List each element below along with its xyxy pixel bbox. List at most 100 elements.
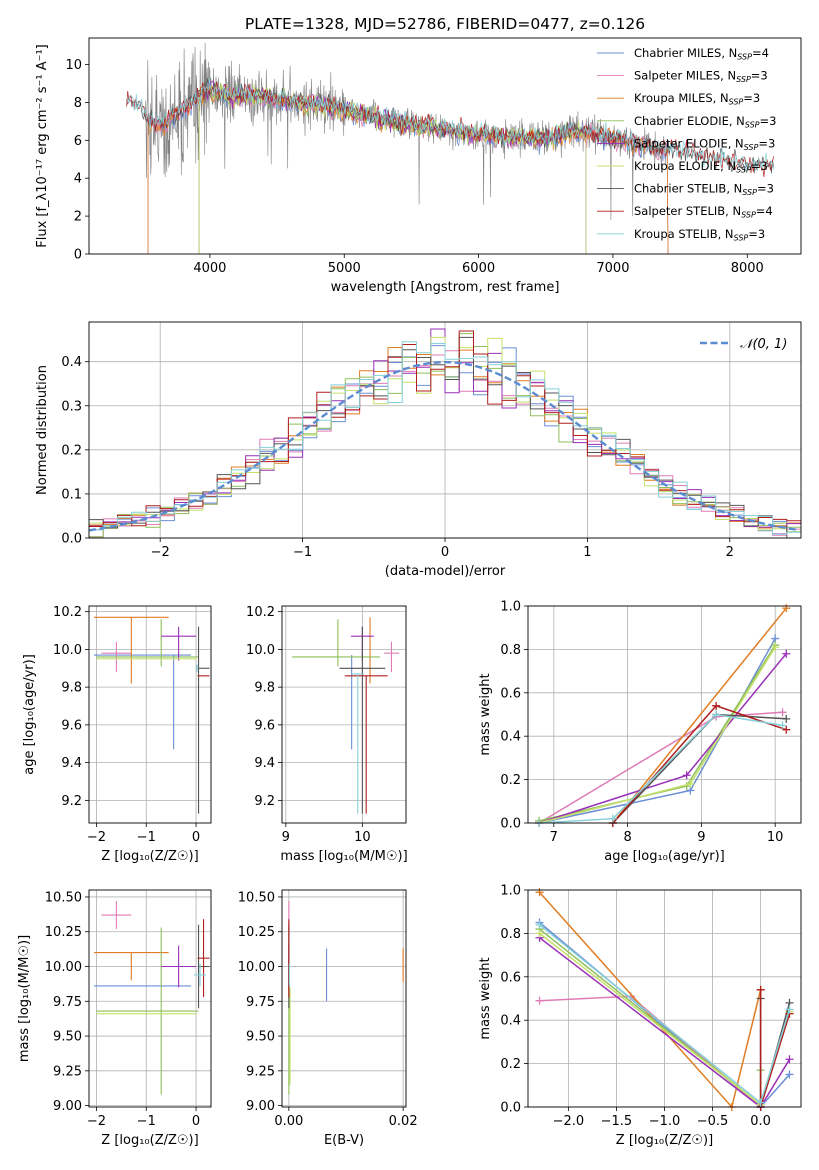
weight-marker-salpeter_stelib: [712, 701, 721, 710]
x-tick-label: 0.0: [750, 1114, 771, 1129]
weight-marker-salpeter_elodie: [782, 649, 791, 658]
y-tick-label: 10.25: [45, 925, 82, 940]
weight-marker-kroupa_stelib: [756, 1098, 765, 1107]
y-tick-label: 0.1: [61, 487, 82, 502]
x-tick-label: −1: [293, 545, 312, 560]
y-tick-label: 10.2: [53, 605, 82, 620]
weight-marker-salpeter_stelib: [756, 985, 765, 994]
legend-label: Salpeter MILES, NSSP=3: [634, 69, 768, 85]
y-tick-label: 9.2: [61, 794, 82, 809]
x-tick-label: 2: [726, 545, 734, 560]
axes-frame: [527, 605, 802, 824]
mass-vs-z-axes: −2 −1 0 9.00 9.25 9.50 9.75 10.00 10.25 10.50 Z [l…: [17, 889, 212, 1148]
y-tick-label: 2: [74, 210, 82, 225]
model-spectrum-kroupa_stelib: [126, 77, 774, 171]
x-tick-label: −1.0: [649, 1114, 681, 1129]
x-tick-label: 6000: [462, 261, 495, 276]
y-tick-label: 9.50: [246, 1030, 275, 1045]
y-tick-label: 10.50: [45, 890, 82, 905]
x-tick-label: −1: [137, 1114, 156, 1129]
legend-label: 𝒩(0, 1): [740, 337, 787, 352]
residual-histogram-kroupa_stelib: [89, 341, 801, 535]
y-tick-label: 9.4: [254, 756, 275, 771]
y-tick-label: 9.00: [53, 1099, 82, 1114]
weight-marker-chabrier_miles: [785, 1070, 794, 1079]
x-tick-label: 5000: [328, 261, 361, 276]
y-tick-label: 6: [74, 134, 82, 149]
axes-frame: [88, 605, 212, 824]
y-tick-label: 9.4: [61, 756, 82, 771]
y-tick-label: 10.00: [45, 960, 82, 975]
x-tick-label: −1.5: [601, 1114, 633, 1129]
y-tick-label: 10.00: [238, 960, 275, 975]
x-tick-label: 0: [441, 545, 449, 560]
axes-frame: [281, 605, 407, 824]
y-tick-label: 9.25: [53, 1064, 82, 1079]
y-tick-label: 9.25: [246, 1064, 275, 1079]
weight-marker-kroupa_elodie: [535, 929, 544, 938]
weight-marker-salpeter_elodie: [785, 1055, 794, 1064]
axes-frame: [527, 889, 802, 1108]
x-tick-label: 8: [623, 830, 631, 845]
weight-line-chabrier_elodie: [538, 644, 776, 822]
y-tick-label: 0.4: [61, 355, 82, 370]
y-axis-label: mass weight: [478, 673, 493, 755]
figure-title: PLATE=1328, MJD=52786, FIBERID=0477, z=0…: [245, 15, 645, 33]
y-tick-label: 0.6: [500, 686, 521, 701]
x-tick-label: 0: [192, 1114, 200, 1129]
weight-marker-salpeter_miles: [778, 708, 787, 717]
x-tick-label: 0.02: [389, 1114, 418, 1129]
x-axis-label: age [log₁₀(age/yr)]: [604, 849, 725, 864]
y-tick-label: 9.00: [246, 1099, 275, 1114]
y-tick-label: 10.25: [238, 925, 275, 940]
weight-marker-salpeter_stelib: [782, 725, 791, 734]
y-axis-label: mass [log₁₀(M/M☉)]: [17, 935, 32, 1062]
legend-label: Salpeter STELIB, NSSP=4: [634, 204, 773, 220]
y-tick-label: 0.6: [500, 970, 521, 985]
mass-weight-vs-age-axes: 7 8 9 10 0.0 0.2 0.4 0.6 0.8 1.0 age [log₁₀(age/yr…: [478, 600, 802, 864]
x-tick-label: −0.5: [697, 1114, 729, 1129]
x-tick-label: 9: [282, 830, 290, 845]
axes-frame: [88, 321, 802, 539]
x-tick-label: 7000: [596, 261, 629, 276]
y-tick-label: 9.50: [53, 1030, 82, 1045]
spectrum-axes: 4000 5000 6000 7000 8000 0 2 4 6 8 10 wavelength [A…: [35, 37, 802, 295]
y-tick-label: 10: [65, 58, 82, 73]
y-tick-label: 1.0: [500, 600, 521, 615]
x-tick-label: −2: [87, 830, 106, 845]
x-tick-label: 7: [550, 830, 558, 845]
weight-marker-kroupa_stelib: [712, 710, 721, 719]
y-tick-label: 9.8: [254, 681, 275, 696]
weight-marker-salpeter_elodie: [682, 771, 691, 780]
y-tick-label: 9.75: [53, 995, 82, 1010]
y-axis-label: age [log₁₀(age/yr)]: [22, 654, 37, 775]
legend-label: Chabrier MILES, NSSP=4: [634, 46, 769, 62]
weight-marker-kroupa_elodie: [771, 643, 780, 652]
legend-label: Chabrier ELODIE, NSSP=3: [634, 114, 776, 130]
weight-marker-kroupa_stelib: [778, 721, 787, 730]
y-tick-label: 9.2: [254, 794, 275, 809]
weight-line-kroupa_miles: [612, 607, 787, 824]
x-axis-label: Z [log₁₀(Z/Z☉)]: [101, 1133, 198, 1148]
x-tick-label: 10: [767, 830, 784, 845]
y-tick-label: 10.0: [53, 643, 82, 658]
x-tick-label: 0.00: [274, 1114, 303, 1129]
axes-frame: [88, 37, 802, 255]
x-axis-label: Z [log₁₀(Z/Z☉)]: [616, 1133, 713, 1148]
x-tick-label: 8000: [731, 261, 764, 276]
y-tick-label: 0.4: [500, 730, 521, 745]
x-tick-label: −1: [137, 830, 156, 845]
y-tick-label: 9.75: [246, 995, 275, 1010]
x-tick-label: −2: [87, 1114, 106, 1129]
weight-line-kroupa_elodie: [538, 646, 776, 824]
y-tick-label: 0.0: [500, 1101, 521, 1116]
weight-marker-kroupa_stelib: [785, 1005, 794, 1014]
y-tick-label: 0.8: [500, 643, 521, 658]
age-vs-mass-axes: 9 10 9.2 9.4 9.6 9.8 10.0 10.2 mass [log₁₀(M/M☉)…: [246, 605, 408, 864]
weight-line-salpeter_elodie: [538, 653, 787, 824]
x-tick-label: 1: [583, 545, 591, 560]
x-tick-label: −2: [151, 545, 170, 560]
x-axis-label: E(B-V): [324, 1133, 364, 1148]
y-tick-label: 10.50: [238, 890, 275, 905]
